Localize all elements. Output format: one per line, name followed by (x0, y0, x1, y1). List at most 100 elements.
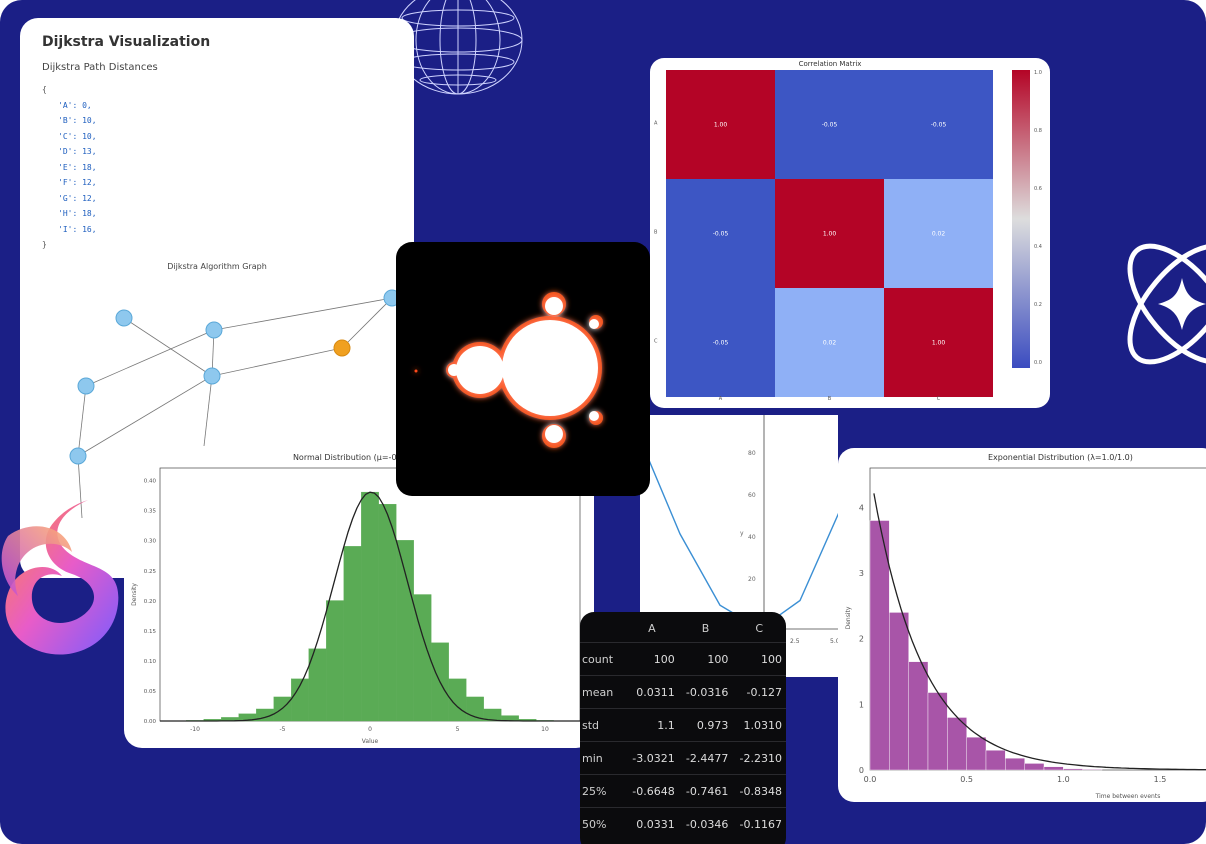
chart-title: Exponential Distribution (λ=1.0/1.0) (988, 453, 1133, 462)
table-cell: 0.973 (678, 708, 733, 742)
y-axis-label: C (654, 339, 658, 345)
dijkstra-graph (69, 289, 401, 519)
histogram-bar (1005, 757, 1025, 771)
heatmap-cell (775, 179, 884, 288)
x-tick-label: 0.0 (864, 775, 877, 784)
x-tick-label: -5 (280, 726, 286, 733)
table-cell: 0.0331 (625, 807, 679, 840)
y-tick-label: 0.15 (144, 629, 157, 635)
y-tick-label: 40 (748, 534, 756, 541)
heatmap-cell-label: -0.05 (713, 340, 729, 347)
path-distances-label: Dijkstra Path Distances (42, 62, 158, 73)
row-label: min (580, 741, 626, 775)
correlation-heatmap: 1.00 -0.05 -0.05-0.05 1.00 0.02-0.05 0.02 1.00… (654, 70, 1042, 402)
line-series (640, 438, 838, 630)
table-cell: 0.0311 (625, 675, 679, 709)
table-cell: 1.0310 (732, 708, 786, 742)
distance-entry: 'I': 16, (58, 224, 97, 234)
graph-title: Dijkstra Algorithm Graph (167, 262, 267, 271)
open-brace: { (42, 85, 47, 94)
y-tick-label: 0.05 (144, 689, 157, 695)
colorbar-tick-label: 1.0 (1034, 70, 1042, 76)
table-header-cell (580, 614, 625, 643)
row-label: std (580, 708, 626, 742)
histogram-bar (985, 750, 1006, 771)
colorbar-tick-label: 0.2 (1034, 302, 1042, 308)
heatmap-cell-label: -0.05 (931, 122, 947, 129)
y-tick-label: 0.10 (144, 659, 157, 665)
sparkle-atom-logo-icon (1127, 243, 1206, 365)
y-tick-label: 3 (859, 569, 864, 578)
x-axis-label: A (719, 396, 723, 402)
graph-node (205, 321, 223, 339)
graph-node (203, 367, 221, 385)
heatmap-cell-label: 0.02 (823, 340, 837, 347)
y-axis-label: A (654, 121, 658, 127)
describe-table: A B C count 100 100 100 mean 0.0311 -0.0… (580, 614, 786, 840)
graph-node (115, 309, 133, 327)
table-cell: -0.6648 (625, 774, 679, 808)
x-tick-label: 1.0 (1057, 775, 1070, 784)
y-tick-label: 0 (859, 766, 864, 775)
table-cell: -2.2310 (732, 741, 786, 775)
graph-edge (77, 375, 213, 457)
y-tick-label: 0.30 (144, 539, 157, 545)
correlation-matrix-panel: Correlation Matrix 1.00 -0.05 -0.05 -0.05 1.… (650, 58, 1050, 408)
y-tick-label: 0.25 (144, 569, 157, 575)
x-tick-label: 0 (368, 726, 372, 733)
table-cell: -3.0321 (625, 741, 679, 775)
y-tick-label: 0.35 (144, 509, 157, 515)
table-row: mean 0.0311 -0.0316 -0.127 (580, 675, 786, 709)
distance-entry: 'G': 12, (58, 193, 97, 203)
x-tick-label: -10 (190, 726, 200, 733)
distances-output: { 'A': 0, 'B': 10, 'C': 10, 'D': 13, 'E'… (42, 82, 97, 253)
dijkstra-title: Dijkstra Visualization (42, 34, 211, 50)
graph-edge (85, 329, 215, 387)
exponential-distribution-panel: Exponential Distribution (λ=1.0/1.0) 0 1 2 3… (838, 448, 1206, 802)
dataframe-describe-table: A B C count 100 100 100 mean 0.0311 -0.0… (580, 612, 786, 844)
heatmap-cell (775, 70, 884, 179)
x-tick-label: 0.5 (960, 775, 973, 784)
graph-edge (341, 297, 393, 349)
heatmap-cell (666, 288, 775, 397)
table-cell: 100 (732, 642, 786, 676)
histogram-bar (908, 661, 929, 771)
histogram-bar (396, 540, 414, 722)
heatmap-cell (884, 288, 993, 397)
x-axis-label: C (937, 396, 941, 402)
table-row: 25% -0.6648 -0.7461 -0.8348 (580, 774, 786, 808)
graph-edge (203, 375, 213, 447)
mandelbrot-fractal-image (396, 242, 650, 496)
table-header-cell: B (701, 621, 710, 635)
y-axis-title: Density (131, 583, 138, 606)
table-cell: -0.0346 (678, 807, 733, 840)
distance-entry: 'H': 18, (58, 209, 97, 218)
table-cell: -0.8348 (732, 774, 786, 808)
x-axis-label: B (828, 396, 832, 402)
y-tick-label: 0.20 (144, 599, 157, 605)
heatmap-cell (884, 70, 993, 179)
table-row: 50% 0.0331 -0.0346 -0.1167 (580, 807, 786, 840)
heatmap-cell-label: -0.05 (713, 231, 729, 238)
row-label: mean (580, 675, 626, 709)
graph-edge (77, 455, 83, 519)
chart-title: Normal Distribution (μ=-0.003, σ=1.0) (293, 453, 447, 462)
correlation-title: Correlation Matrix (798, 60, 862, 68)
x-tick-label: 10 (541, 726, 549, 733)
density-curve (160, 491, 580, 722)
wireframe-globe-icon (393, 0, 523, 95)
graph-node (77, 377, 95, 395)
table-cell: -0.127 (732, 675, 786, 709)
x-axis-title: Value (362, 738, 379, 745)
histogram-bar (1063, 768, 1083, 771)
table-cell: 1.1 (625, 708, 679, 742)
distance-entry: 'A': 0, (58, 100, 92, 110)
graph-edge (77, 385, 87, 457)
table-cell: 100 (678, 642, 733, 676)
distance-entry: 'F': 12, (58, 178, 97, 187)
close-brace: } (42, 240, 47, 249)
heatmap-cell (775, 288, 884, 397)
histogram-bar (1043, 766, 1064, 771)
y-tick-label: 80 (748, 450, 756, 457)
histogram-bar (889, 612, 909, 771)
